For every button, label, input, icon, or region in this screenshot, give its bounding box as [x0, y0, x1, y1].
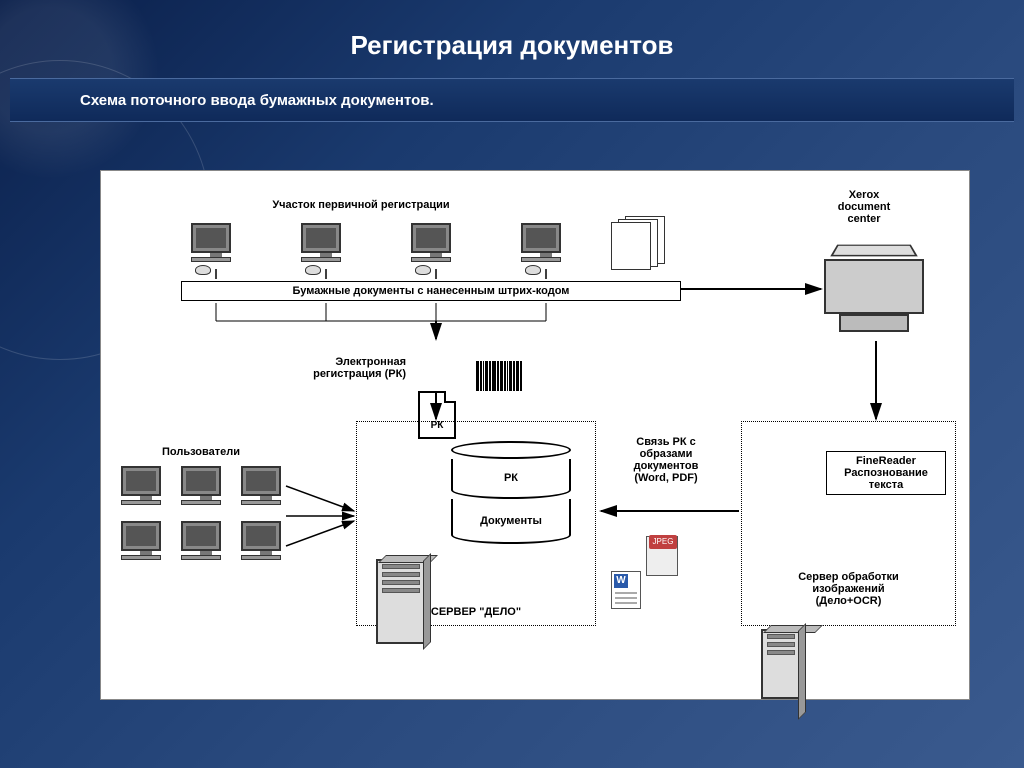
xerox-label: Xerox document center: [814, 189, 914, 225]
mouse-icon: [415, 265, 431, 275]
workstation-3: [411, 223, 461, 280]
jpeg-file-icon: JPEG: [646, 536, 678, 576]
workstation-2: [301, 223, 351, 280]
user-pc-4: [121, 521, 171, 560]
ocr-server-label: Сервер обработки изображений (Дело+OCR): [751, 571, 946, 607]
subtitle-bar: Схема поточного ввода бумажных документо…: [10, 78, 1014, 122]
ocr-server-icon: [761, 629, 801, 699]
subtitle-text: Схема поточного ввода бумажных документо…: [80, 92, 434, 109]
jpeg-badge: JPEG: [649, 535, 677, 549]
barcode-icon: [476, 361, 522, 391]
paper-docs-box: Бумажные документы с нанесенным штрих-ко…: [181, 281, 681, 301]
server-delo-label: СЕРВЕР "ДЕЛО": [391, 606, 561, 618]
pc-icon: [521, 223, 571, 262]
database-icon: РК Документы: [451, 441, 571, 544]
pc-icon: [301, 223, 351, 262]
server-delo-icon: [376, 559, 426, 644]
db-rk-label: РК: [451, 459, 571, 499]
word-file-icon: W: [611, 571, 641, 609]
e-reg-label: Электронная регистрация (РК): [276, 356, 406, 380]
user-pc-6: [241, 521, 291, 560]
users-label: Пользователи: [136, 446, 266, 458]
papers-icon: [611, 216, 671, 266]
diagram-slide: Участок первичной регистрации Xerox docu…: [100, 170, 970, 700]
mouse-icon: [195, 265, 211, 275]
user-pc-2: [181, 466, 231, 505]
main-title: Регистрация документов: [0, 30, 1024, 61]
mouse-icon: [525, 265, 541, 275]
user-pc-1: [121, 466, 171, 505]
xerox-printer-icon: [824, 241, 924, 336]
pc-icon: [191, 223, 241, 262]
mouse-icon: [305, 265, 321, 275]
workstation-4: [521, 223, 571, 280]
workstation-1: [191, 223, 241, 280]
pc-icon: [411, 223, 461, 262]
user-pc-5: [181, 521, 231, 560]
primary-reg-label: Участок первичной регистрации: [231, 199, 491, 211]
link-label: Связь РК с образами документов (Word, PD…: [611, 436, 721, 484]
db-docs-label: Документы: [451, 499, 571, 544]
finereader-box: FineReader Распознование текста: [826, 451, 946, 495]
user-pc-3: [241, 466, 291, 505]
